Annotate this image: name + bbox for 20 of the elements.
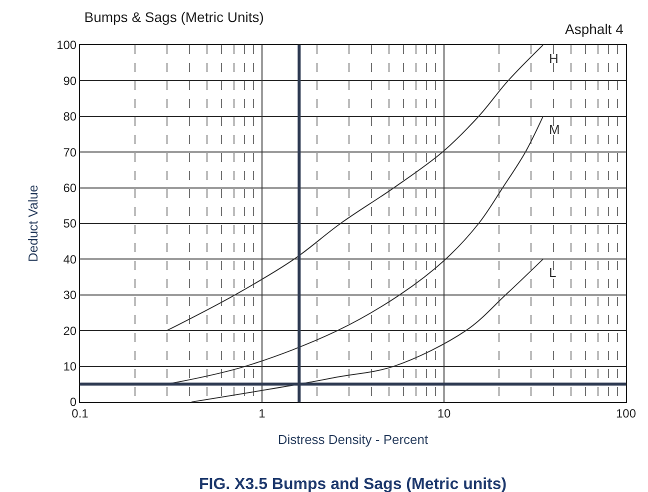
series-label: M xyxy=(549,122,560,137)
y-axis-title: Deduct Value xyxy=(26,184,41,262)
y-tick-label: 20 xyxy=(63,324,77,338)
chart-title: Bumps & Sags (Metric Units) xyxy=(84,9,264,26)
y-tick-label: 70 xyxy=(63,145,77,160)
x-tick-label: 1 xyxy=(258,406,266,420)
y-tick-label: 10 xyxy=(63,360,77,374)
y-tick-label: 90 xyxy=(63,74,77,88)
x-tick-label: 10 xyxy=(437,406,451,420)
series-label: L xyxy=(549,265,556,280)
y-tick-label: 100 xyxy=(56,38,77,52)
text: Asphalt 4 xyxy=(565,21,624,37)
series-label: H xyxy=(549,51,558,66)
x-axis-title: Distress Density - Percent xyxy=(278,432,429,447)
y-tick-label: 80 xyxy=(63,110,77,124)
y-tick-label: 60 xyxy=(63,181,77,195)
y-tick-label: 50 xyxy=(63,216,77,231)
y-tick-label: 30 xyxy=(63,288,77,302)
y-tick-label: 40 xyxy=(63,252,77,266)
x-tick-label: 100 xyxy=(616,406,636,420)
